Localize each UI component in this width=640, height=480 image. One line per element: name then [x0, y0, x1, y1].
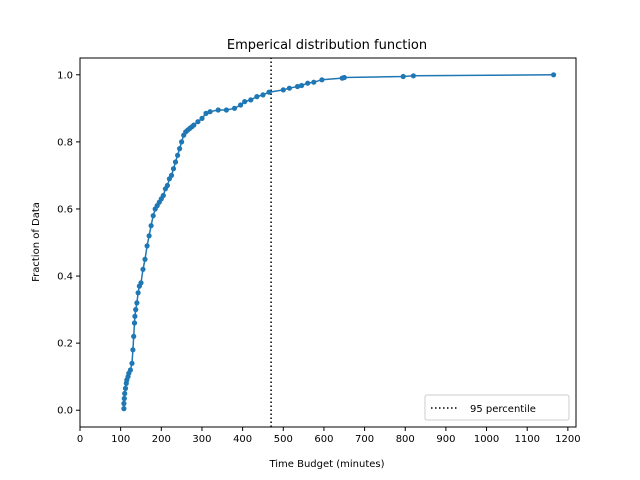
ecdf-point: [133, 307, 139, 313]
ecdf-point: [551, 72, 557, 78]
ecdf-point: [150, 213, 156, 219]
x-tick-label: 400: [233, 434, 252, 445]
ecdf-point: [319, 77, 325, 83]
ecdf-point: [121, 400, 127, 407]
ecdf-point: [135, 290, 141, 296]
ecdf-point: [260, 92, 266, 98]
ecdf-point: [280, 87, 286, 93]
ecdf-point: [238, 102, 244, 108]
ecdf-point: [121, 395, 127, 402]
x-tick-label: 800: [396, 434, 415, 445]
x-tick-label: 600: [314, 434, 333, 445]
ecdf-point: [203, 110, 209, 116]
ecdf-point: [294, 83, 301, 90]
ecdf-point: [164, 182, 170, 189]
ecdf-point: [286, 85, 292, 91]
ecdf-point: [160, 192, 166, 199]
x-tick-label: 100: [111, 434, 130, 445]
x-tick-label: 300: [192, 434, 211, 445]
ecdf-point: [130, 347, 136, 353]
ecdf-point: [223, 107, 229, 113]
ecdf-point: [311, 79, 317, 85]
y-tick-label: 0.2: [57, 339, 73, 350]
plot-frame: [79, 57, 577, 428]
ecdf-point: [131, 333, 137, 339]
ecdf-point: [144, 243, 150, 249]
y-tick-label: 0.4: [57, 272, 73, 283]
ecdf-point: [195, 119, 201, 125]
ecdf-point: [134, 300, 140, 306]
ecdf-point: [410, 73, 416, 79]
ecdf-point: [215, 107, 221, 113]
x-tick-label: 1200: [555, 434, 580, 445]
ecdf-point: [341, 74, 347, 81]
ecdf-point: [400, 73, 406, 80]
ecdf-point: [129, 360, 135, 366]
ecdf-point: [305, 80, 311, 86]
y-tick-label: 0.0: [57, 406, 73, 417]
ecdf-point: [266, 89, 272, 95]
y-tick-label: 1.0: [57, 70, 73, 81]
ecdf-point: [148, 223, 154, 229]
x-tick-label: 900: [436, 434, 455, 445]
x-tick-label: 1000: [474, 434, 499, 445]
x-tick-label: 200: [152, 434, 171, 445]
ecdf-point: [191, 122, 197, 128]
x-axis-label: Time Budget (minutes): [268, 459, 384, 470]
legend-box: [424, 394, 570, 421]
y-tick-label: 0.6: [57, 204, 73, 215]
chart-title: Emperical distribution function: [227, 38, 427, 53]
x-axis-ticks: 0 100 200 300 400 500 600 700 800 900 1000 1100 1200: [77, 427, 581, 445]
x-tick-label: 0: [77, 434, 83, 445]
ecdf-point: [122, 390, 128, 397]
ecdf-point: [138, 280, 144, 286]
x-tick-label: 700: [355, 434, 374, 445]
ecdf-point: [170, 166, 177, 172]
ecdf-point: [177, 146, 183, 152]
ecdf-point: [254, 94, 260, 100]
ecdf-point: [199, 115, 205, 121]
legend: 95 percentile: [424, 394, 570, 421]
ecdf-point: [140, 266, 146, 272]
ecdf-point: [299, 82, 305, 89]
x-tick-label: 1100: [514, 434, 539, 445]
ecdf-point: [179, 139, 185, 145]
ecdf-point: [127, 367, 133, 373]
ecdf-point: [248, 97, 254, 103]
y-axis-ticks: 0.0 0.2 0.4 0.6 0.8 1.0: [57, 70, 80, 417]
y-tick-label: 0.8: [57, 137, 73, 148]
ecdf-point: [121, 406, 127, 412]
x-tick-label: 500: [274, 434, 293, 445]
ecdf-point: [175, 152, 181, 158]
ecdf-point: [242, 99, 248, 105]
ecdf-point: [132, 313, 138, 319]
ecdf-point: [131, 320, 138, 326]
ecdf-series: [121, 72, 557, 412]
legend-label-95-percentile: 95 percentile: [470, 404, 536, 415]
ecdf-point: [142, 256, 148, 262]
ecdf-point: [168, 172, 175, 178]
ecdf-point: [146, 233, 152, 239]
ecdf-point: [122, 385, 129, 391]
ecdf-point: [207, 109, 213, 115]
ecdf-point: [172, 159, 179, 165]
ecdf-point: [231, 105, 238, 111]
y-axis-label: Fraction of Data: [31, 202, 42, 282]
